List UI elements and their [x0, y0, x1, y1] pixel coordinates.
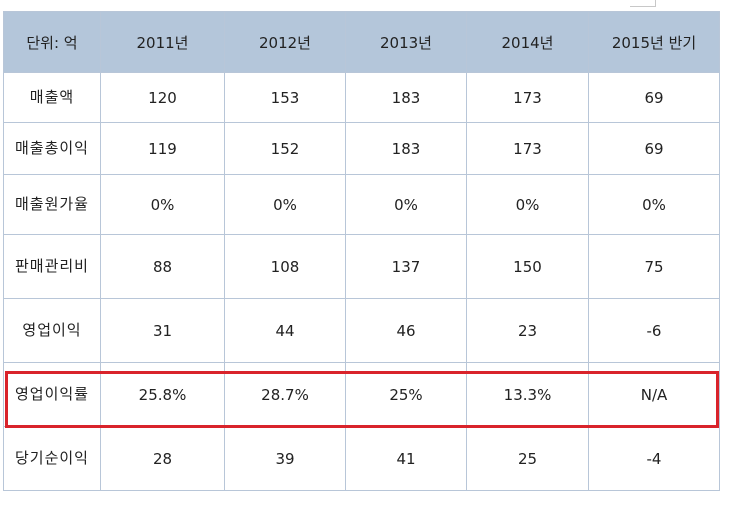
table-cell: 173 — [466, 72, 589, 123]
table-cell: 69 — [588, 72, 720, 123]
table-cell: 44 — [224, 298, 346, 363]
row-label: 영업이익 — [3, 298, 101, 363]
table-row: 판매관리비 88 108 137 150 75 — [3, 234, 720, 299]
table-cell: 31 — [100, 298, 225, 363]
table-cell: 75 — [588, 234, 720, 299]
header-row: 단위: 억 2011년 2012년 2013년 2014년 2015년 반기 — [3, 11, 720, 73]
table-cell: 39 — [224, 426, 346, 491]
table-cell: 119 — [100, 122, 225, 175]
table-cell: 0% — [345, 174, 467, 235]
column-header: 2014년 — [466, 11, 589, 73]
row-label: 판매관리비 — [3, 234, 101, 299]
table-cell: 25% — [345, 362, 467, 427]
row-label: 당기순이익 — [3, 426, 101, 491]
financial-summary-table: 단위: 억 2011년 2012년 2013년 2014년 2015년 반기 매… — [3, 11, 720, 491]
table-cell: 0% — [224, 174, 346, 235]
column-header: 2012년 — [224, 11, 346, 73]
table-cell: 120 — [100, 72, 225, 123]
table-cell: 0% — [466, 174, 589, 235]
table-row: 매출원가율 0% 0% 0% 0% 0% — [3, 174, 720, 235]
table-cell: 25 — [466, 426, 589, 491]
table-cell: 183 — [345, 72, 467, 123]
table-cell: 88 — [100, 234, 225, 299]
column-header: 2013년 — [345, 11, 467, 73]
table-row: 당기순이익 28 39 41 25 -4 — [3, 426, 720, 491]
table-cell: -4 — [588, 426, 720, 491]
row-label: 매출총이익 — [3, 122, 101, 175]
table-cell: 108 — [224, 234, 346, 299]
corner-mark — [630, 0, 656, 7]
table-cell: 0% — [588, 174, 720, 235]
table-cell: 150 — [466, 234, 589, 299]
table-row: 영업이익 31 44 46 23 -6 — [3, 298, 720, 363]
table-cell: 152 — [224, 122, 346, 175]
column-header: 2015년 반기 — [588, 11, 720, 73]
row-label: 매출원가율 — [3, 174, 101, 235]
row-label: 매출액 — [3, 72, 101, 123]
table-cell: 28 — [100, 426, 225, 491]
table-row-highlighted: 영업이익률 25.8% 28.7% 25% 13.3% N/A — [3, 362, 720, 427]
table-cell: 28.7% — [224, 362, 346, 427]
table-cell: 46 — [345, 298, 467, 363]
table-cell: -6 — [588, 298, 720, 363]
row-label: 영업이익률 — [3, 362, 101, 427]
table-cell: 173 — [466, 122, 589, 175]
table-cell: 23 — [466, 298, 589, 363]
table-cell: N/A — [588, 362, 720, 427]
table-cell: 25.8% — [100, 362, 225, 427]
table-cell: 41 — [345, 426, 467, 491]
table-cell: 153 — [224, 72, 346, 123]
column-header: 2011년 — [100, 11, 225, 73]
table-cell: 137 — [345, 234, 467, 299]
table-cell: 69 — [588, 122, 720, 175]
table-row: 매출총이익 119 152 183 173 69 — [3, 122, 720, 175]
unit-header: 단위: 억 — [3, 11, 101, 73]
table-cell: 0% — [100, 174, 225, 235]
table-cell: 13.3% — [466, 362, 589, 427]
table-row: 매출액 120 153 183 173 69 — [3, 72, 720, 123]
table-cell: 183 — [345, 122, 467, 175]
